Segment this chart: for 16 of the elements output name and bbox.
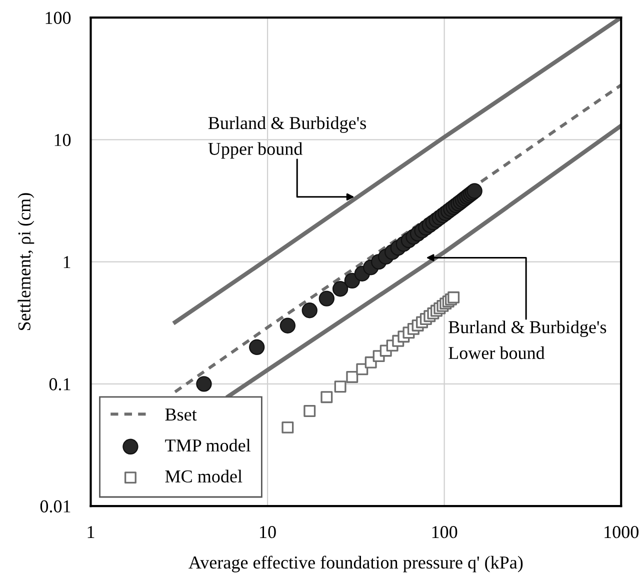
x-tick-label: 100 bbox=[432, 526, 458, 538]
y-tick-label: 0.1 bbox=[49, 378, 70, 390]
legend-label: MC model bbox=[165, 470, 242, 482]
y-tick-label: 0.01 bbox=[40, 500, 70, 513]
annotation: Burland & Burbidge's Upper bound bbox=[208, 116, 366, 159]
y-tick-label: 10 bbox=[54, 134, 71, 146]
legend-label: Bset bbox=[165, 408, 197, 421]
y-tick-label: 1 bbox=[64, 256, 70, 268]
annotation: Burland & Burbidge's Lower bound bbox=[448, 320, 606, 360]
x-tick-label: 10 bbox=[260, 526, 276, 538]
x-tick-label: 1 bbox=[88, 526, 94, 538]
y-tick-label: 100 bbox=[46, 12, 71, 24]
x-axis-title: Average effective foundation pressure q' (kPa) bbox=[188, 556, 523, 572]
legend-label: TMP model bbox=[165, 438, 250, 452]
y-axis-title: Settlement, ρi (cm) bbox=[18, 193, 34, 330]
x-tick-label: 1000 bbox=[604, 526, 638, 538]
